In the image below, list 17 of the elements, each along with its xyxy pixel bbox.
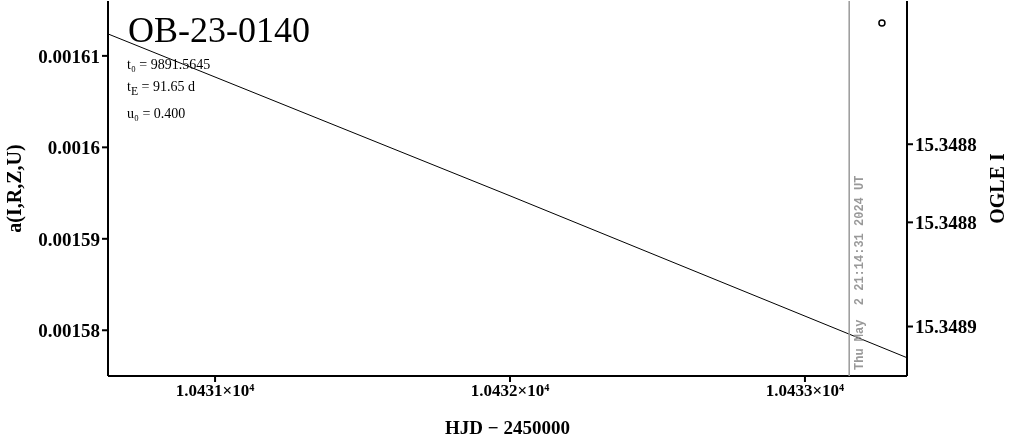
x-tick-label: 1.0433×10⁴ bbox=[765, 381, 845, 401]
y-axis-title: a(I,R,Z,U) bbox=[3, 144, 27, 233]
chart-title: OB-23-0140 bbox=[128, 10, 310, 50]
y-tick-label: 0.0016 bbox=[47, 137, 100, 159]
y2-tick-label: 15.3488 bbox=[915, 212, 977, 234]
y-tick-label: 0.00159 bbox=[38, 228, 100, 250]
x-axis-title: HJD − 2450000 bbox=[445, 417, 570, 434]
y2-axis-title: OGLE I bbox=[986, 153, 1009, 224]
x-tick-label: 1.0431×10⁴ bbox=[175, 381, 255, 401]
annotation: Thu May 2 21:14:31 2024 UT bbox=[853, 175, 868, 370]
x-tick-label: 1.0432×10⁴ bbox=[470, 381, 550, 401]
y-tick-label: 0.00161 bbox=[38, 45, 100, 67]
annotation: t$_{E}$ = 91.65 d bbox=[127, 78, 196, 100]
y2-tick-label: 15.3489 bbox=[915, 316, 977, 338]
y-tick-label: 0.00158 bbox=[38, 320, 100, 342]
annotation: u₀ = 0.400 bbox=[127, 104, 187, 123]
y2-tick-label: 15.3488 bbox=[915, 133, 977, 155]
